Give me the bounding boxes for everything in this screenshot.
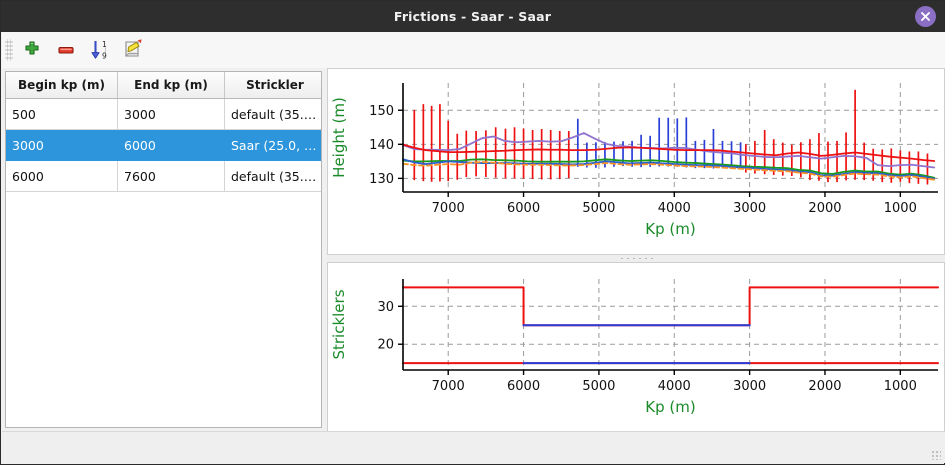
svg-text:6000: 6000: [507, 379, 540, 394]
svg-text:1000: 1000: [884, 379, 917, 394]
toolbar-drag-handle[interactable]: [5, 39, 13, 61]
cell-strickler[interactable]: Saar (25.0, 15.0): [224, 129, 321, 161]
plots-splitter[interactable]: [327, 255, 945, 262]
cell-begin-kp[interactable]: 500: [6, 98, 118, 130]
svg-text:130: 130: [369, 172, 394, 187]
edit-note-icon: [125, 39, 142, 57]
svg-text:Kp (m): Kp (m): [645, 398, 695, 416]
svg-text:Height (m): Height (m): [330, 97, 348, 178]
sort-button[interactable]: 1 ⋮ 9: [83, 35, 117, 65]
svg-text:5000: 5000: [582, 201, 615, 216]
svg-text:30: 30: [377, 300, 394, 315]
svg-text:140: 140: [369, 138, 394, 153]
frictions-table: Begin kp (m) End kp (m) Strickler 500 30…: [6, 72, 321, 192]
table-row[interactable]: 6000 7600 default (35.0, …: [6, 160, 321, 192]
svg-text:⋮: ⋮: [102, 47, 108, 54]
svg-text:5000: 5000: [582, 379, 615, 394]
svg-text:Stricklers: Stricklers: [330, 289, 348, 359]
strickler-profile-plot[interactable]: 7000 6000 5000 4000 3000 2000 1000 20 30 Kp (m) St…: [327, 262, 945, 433]
cell-end-kp[interactable]: 6000: [117, 129, 225, 161]
cell-begin-kp[interactable]: 3000: [6, 129, 118, 161]
plus-icon: [25, 41, 39, 55]
status-bar: [2, 431, 945, 463]
svg-text:4000: 4000: [658, 379, 691, 394]
svg-text:9: 9: [102, 52, 107, 61]
svg-text:1000: 1000: [884, 201, 917, 216]
column-header-strickler[interactable]: Strickler: [224, 72, 321, 99]
edit-button[interactable]: [117, 35, 151, 65]
frictions-table-pane: Begin kp (m) End kp (m) Strickler 500 30…: [5, 71, 322, 428]
svg-text:1: 1: [102, 40, 107, 49]
svg-text:Kp (m): Kp (m): [645, 220, 695, 238]
svg-text:2000: 2000: [808, 201, 841, 216]
cell-begin-kp[interactable]: 6000: [6, 160, 118, 192]
table-row[interactable]: 500 3000 default (35.0, …: [6, 98, 321, 130]
add-friction-button[interactable]: [15, 35, 49, 65]
column-header-begin-kp[interactable]: Begin kp (m): [6, 72, 118, 99]
sort-descending-icon: 1 ⋮ 9: [91, 40, 108, 61]
svg-text:7000: 7000: [432, 201, 465, 216]
strickler-profile-chart: 7000 6000 5000 4000 3000 2000 1000 20 30 Kp (m) St…: [330, 279, 939, 416]
svg-text:2000: 2000: [808, 379, 841, 394]
window-title: Frictions - Saar - Saar: [393, 9, 552, 24]
svg-text:7000: 7000: [432, 379, 465, 394]
title-bar: Frictions - Saar - Saar: [1, 1, 944, 32]
cell-end-kp[interactable]: 3000: [117, 98, 225, 130]
height-profile-chart: 7000 6000 5000 4000 3000 2000 1000 130 140 150 Kp …: [330, 83, 938, 238]
svg-text:4000: 4000: [658, 201, 691, 216]
close-window-button[interactable]: [915, 6, 936, 27]
svg-text:3000: 3000: [733, 201, 766, 216]
table-header-row: Begin kp (m) End kp (m) Strickler: [6, 72, 321, 99]
plots-pane: 7000 6000 5000 4000 3000 2000 1000 130 140 150 Kp …: [327, 68, 945, 433]
cell-end-kp[interactable]: 7600: [117, 160, 225, 192]
remove-friction-button[interactable]: [49, 35, 83, 65]
minus-icon: [58, 46, 74, 54]
table-row-selected[interactable]: 3000 6000 Saar (25.0, 15.0): [6, 129, 321, 161]
cell-strickler[interactable]: default (35.0, …: [224, 160, 321, 192]
splitter-grip: [619, 257, 653, 260]
resize-grip[interactable]: [931, 450, 941, 460]
svg-text:150: 150: [369, 104, 394, 119]
svg-text:20: 20: [377, 338, 394, 353]
cell-strickler[interactable]: default (35.0, …: [224, 98, 321, 130]
height-profile-plot[interactable]: 7000 6000 5000 4000 3000 2000 1000 130 140 150 Kp …: [327, 68, 945, 255]
svg-text:6000: 6000: [507, 201, 540, 216]
close-icon: [921, 12, 930, 21]
toolbar: 1 ⋮ 9: [2, 32, 945, 69]
svg-text:3000: 3000: [733, 379, 766, 394]
column-header-end-kp[interactable]: End kp (m): [117, 72, 225, 99]
main-content: Begin kp (m) End kp (m) Strickler 500 30…: [2, 68, 945, 433]
